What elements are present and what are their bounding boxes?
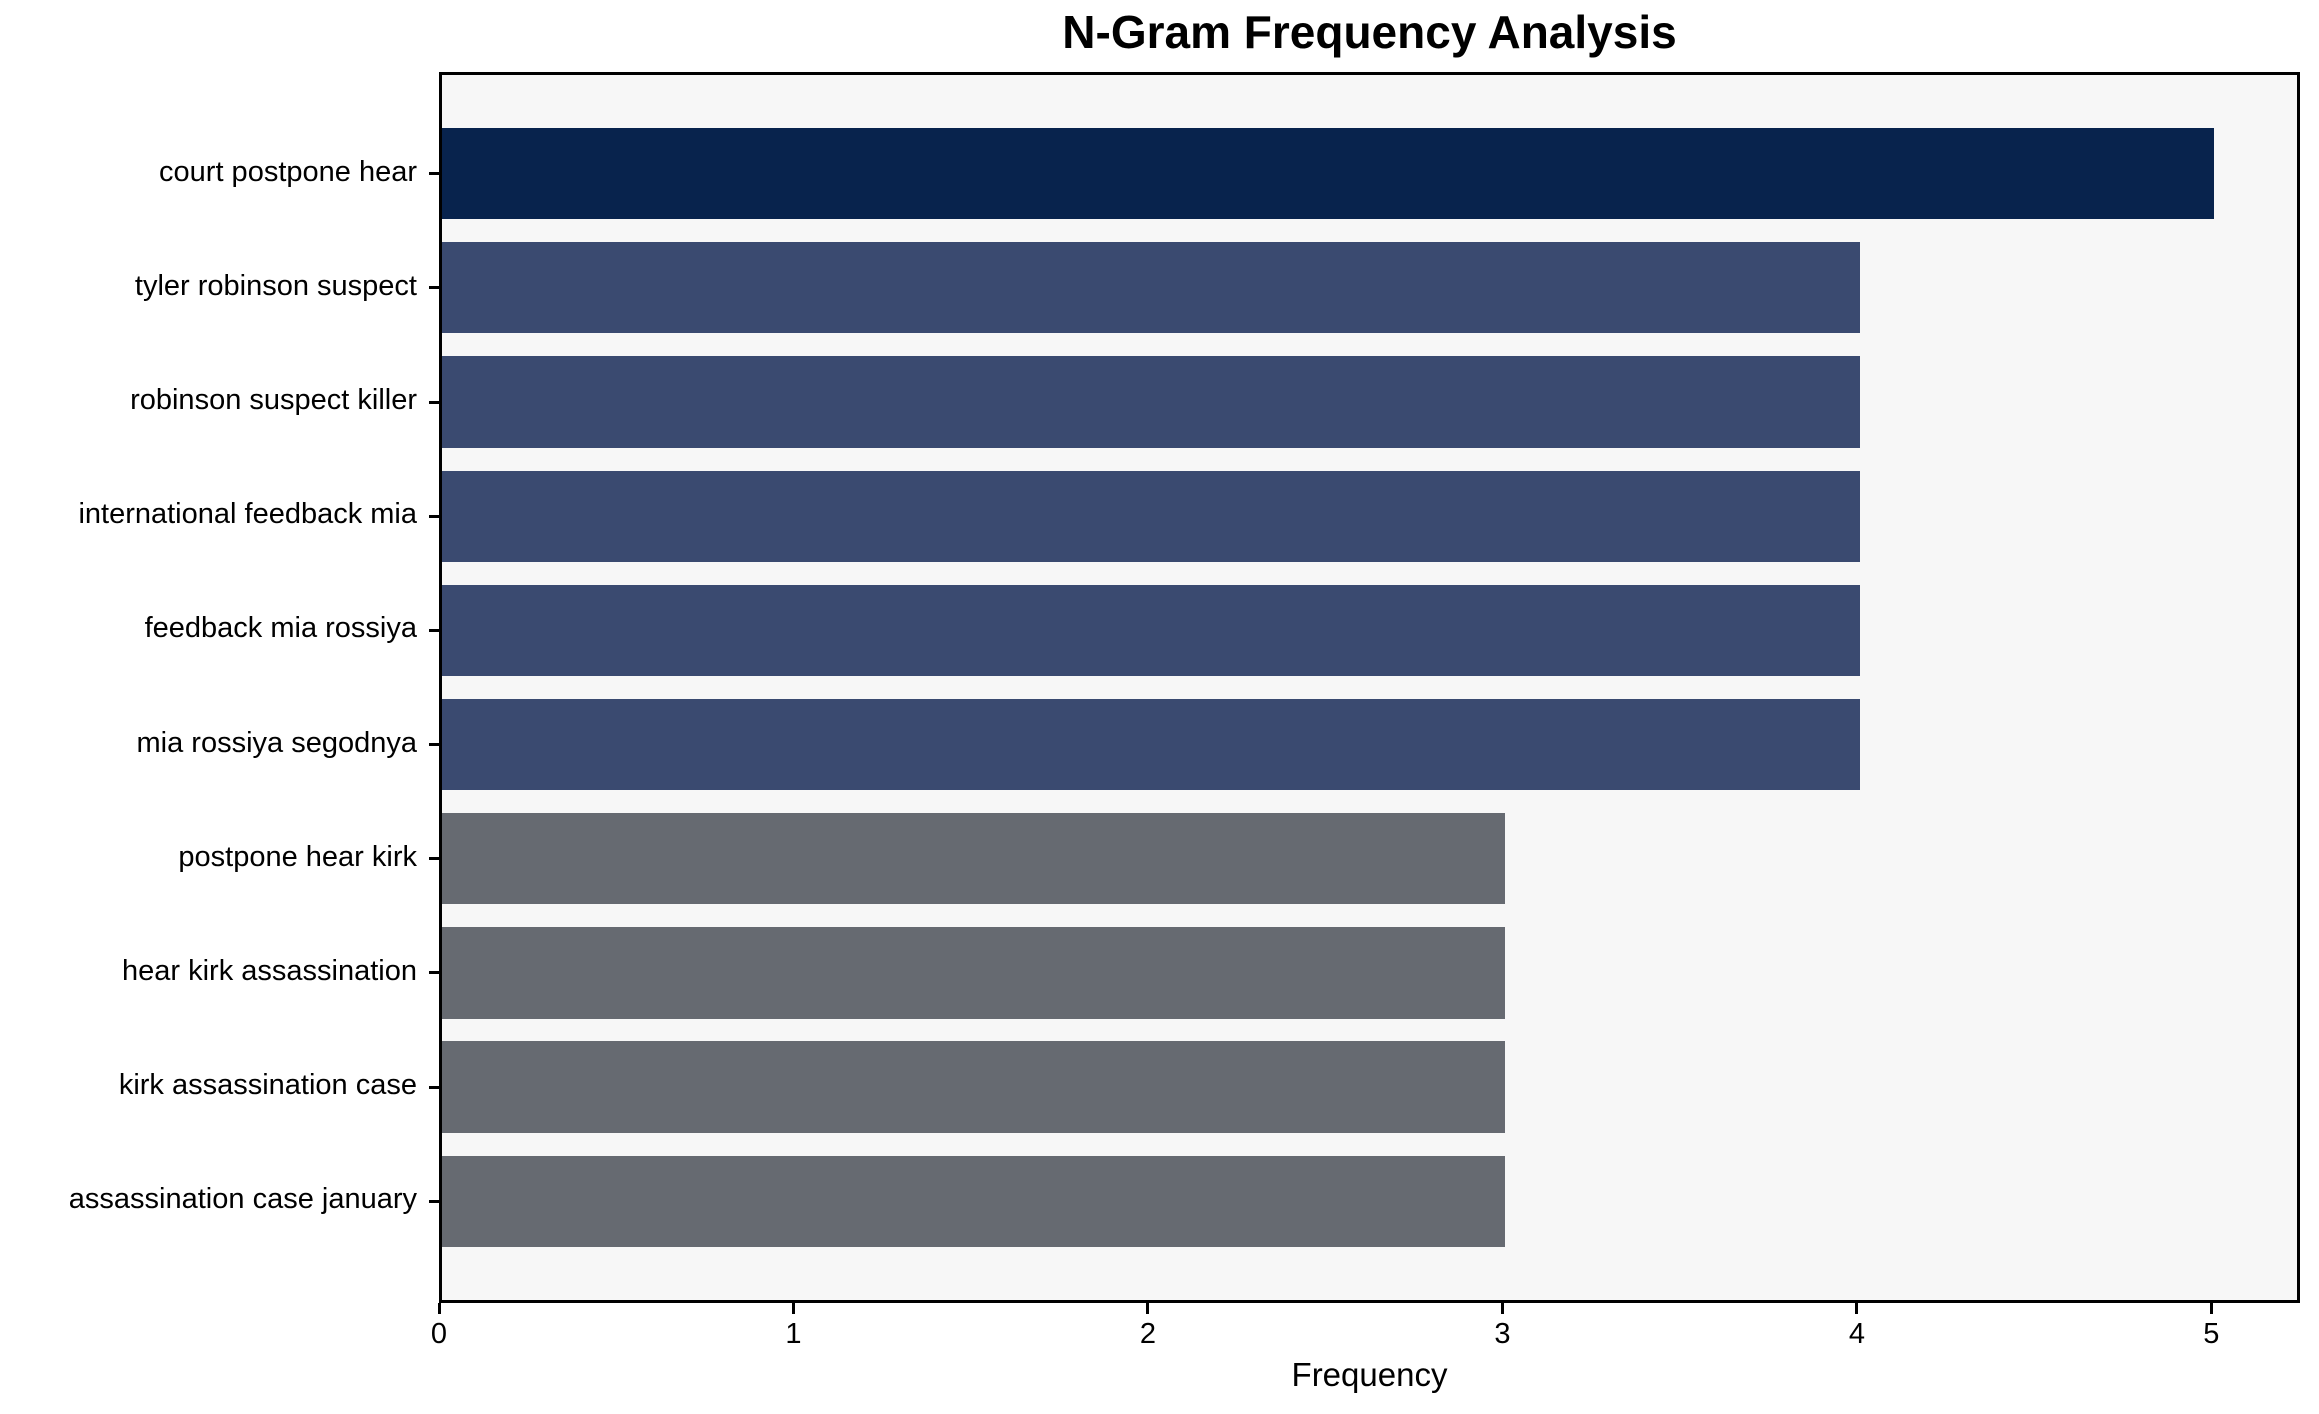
y-tick-mark [429, 628, 439, 632]
plot-area [439, 72, 2300, 1303]
y-tick-mark [429, 514, 439, 518]
category-label: hear kirk assassination [122, 954, 417, 987]
category-label: kirk assassination case [118, 1069, 417, 1102]
y-tick-mark [429, 1085, 439, 1089]
category-label: tyler robinson suspect [134, 269, 417, 302]
bar [442, 698, 1860, 791]
bar [442, 242, 1860, 334]
bar [442, 470, 1860, 562]
chart-title: N-Gram Frequency Analysis [1062, 6, 1677, 58]
x-tick-label: 1 [785, 1318, 802, 1350]
category-label: international feedback mia [78, 498, 417, 531]
y-tick-mark [429, 1199, 439, 1203]
bar [442, 927, 1506, 1019]
y-tick-mark [429, 857, 439, 861]
y-tick-mark [429, 286, 439, 290]
x-tick-mark [791, 1303, 795, 1314]
bar [442, 584, 1860, 677]
y-tick-mark [429, 400, 439, 404]
x-tick-mark [1146, 1303, 1150, 1314]
bar [442, 1041, 1506, 1133]
bar [442, 356, 1860, 448]
y-tick-mark [429, 743, 439, 747]
y-tick-mark [429, 971, 439, 975]
x-tick-mark [1500, 1303, 1504, 1314]
category-label: postpone hear kirk [178, 840, 417, 873]
category-label: mia rossiya segodnya [136, 726, 417, 759]
category-label: assassination case january [68, 1183, 417, 1216]
bar [442, 127, 2215, 220]
x-tick-mark [2209, 1303, 2213, 1314]
x-tick-label: 2 [1139, 1318, 1156, 1350]
x-tick-label: 4 [1848, 1318, 1865, 1350]
category-label: court postpone hear [159, 155, 417, 188]
bar [442, 1155, 1506, 1248]
bars-container [442, 75, 2297, 1300]
category-label: robinson suspect killer [130, 384, 417, 417]
x-axis-title: Frequency [1291, 1356, 1448, 1393]
x-tick-mark [1855, 1303, 1859, 1314]
x-tick-label: 0 [430, 1318, 448, 1350]
x-tick-mark [437, 1303, 441, 1314]
y-tick-mark [429, 172, 439, 176]
x-tick-label: 5 [2203, 1318, 2220, 1350]
category-label: feedback mia rossiya [144, 612, 417, 645]
bar [442, 813, 1506, 905]
x-tick-label: 3 [1494, 1318, 1511, 1350]
